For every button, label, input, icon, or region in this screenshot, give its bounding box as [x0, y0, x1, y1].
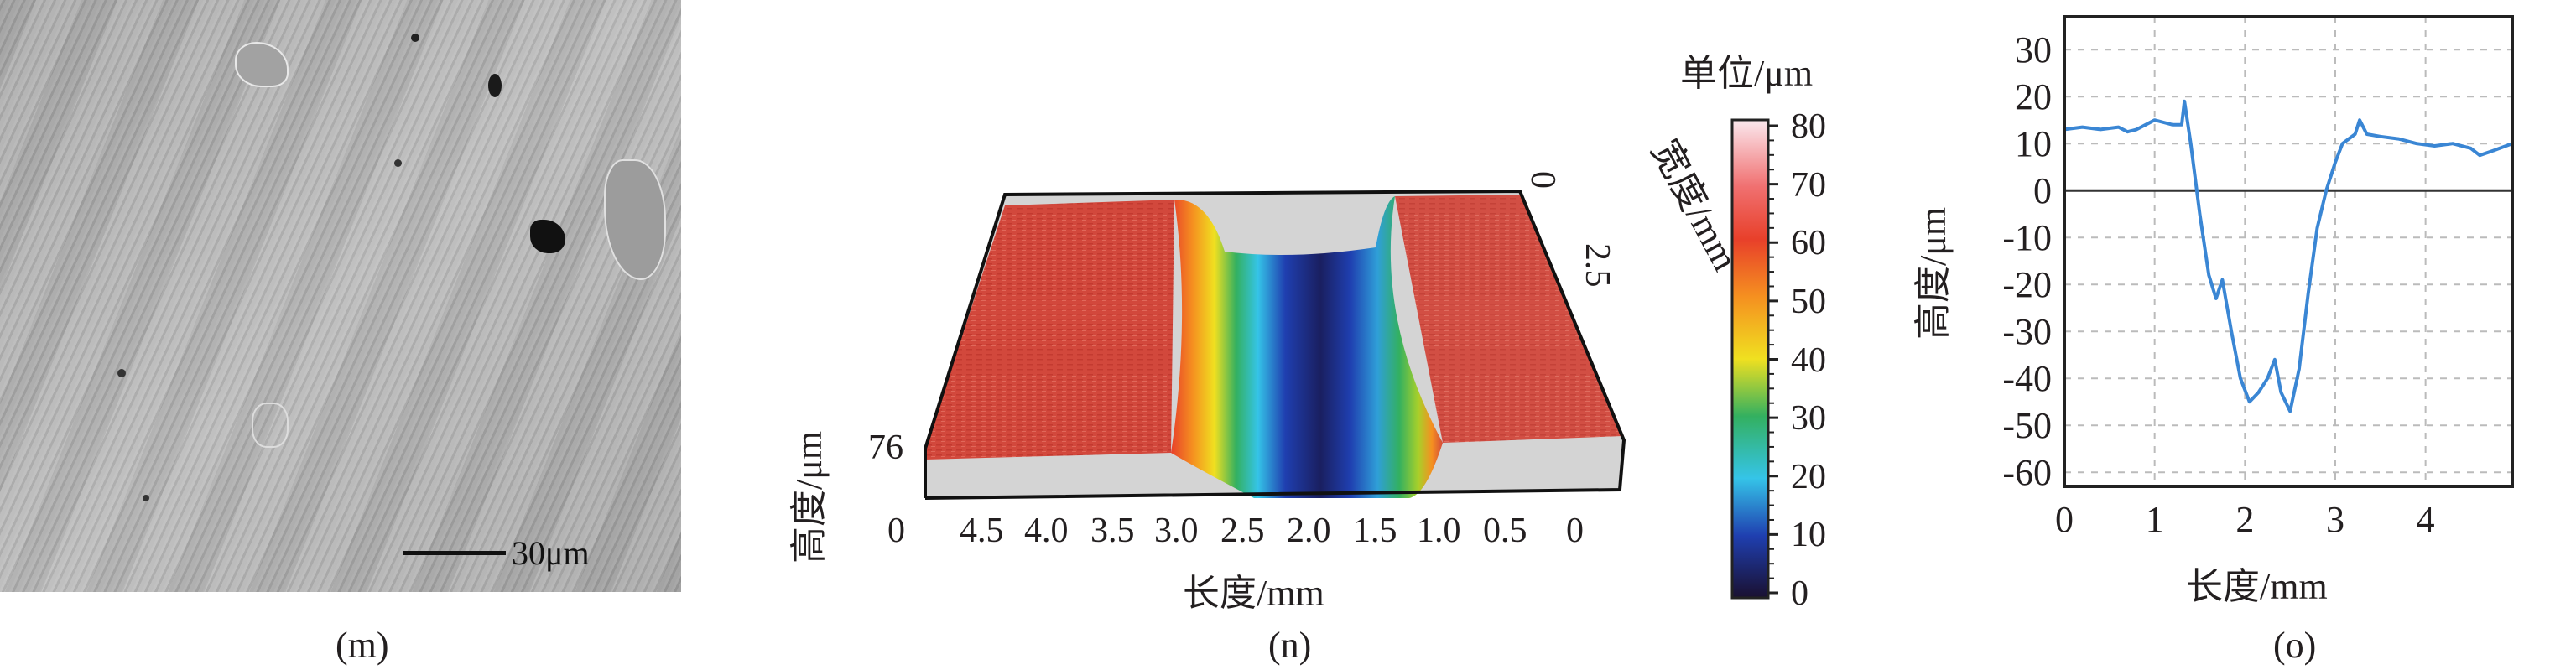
y-axis-label-o: 高度/μm [1912, 206, 1954, 340]
surface-feature [235, 42, 289, 87]
y-tick-label-o: -50 [2002, 405, 2052, 447]
defect-pit [488, 74, 502, 97]
colorbar-tick-label: 0 [1791, 574, 1808, 613]
z-tick-76: 76 [868, 428, 903, 467]
x-tick-label-n: 1.0 [1417, 512, 1461, 550]
surface-trough [1171, 196, 1443, 498]
defect-pit [530, 220, 565, 253]
colorbar-tick-label: 50 [1791, 282, 1826, 321]
x-tick-label-n: 0.5 [1483, 512, 1527, 550]
z-tick-0: 0 [887, 512, 905, 550]
profile-line [2063, 99, 2513, 413]
x-tick-label-n: 4.5 [960, 512, 1004, 550]
defect-pit [143, 495, 149, 501]
y-tick-label-o: -60 [2002, 452, 2052, 494]
y-tick-label-o: -40 [2002, 358, 2052, 400]
plot-box-edge [924, 189, 1626, 500]
panel-label-n: (n) [1268, 625, 1312, 666]
surface-plateau-left [925, 200, 1174, 460]
x-tick-label-n: 4.0 [1024, 512, 1069, 550]
x-tick-label-o: 0 [2055, 499, 2074, 540]
y-tick-0: 0 [1523, 171, 1562, 189]
panel-label-o: (o) [2273, 625, 2317, 666]
x-tick-label-n: 1.5 [1353, 512, 1397, 550]
x-tick-label-o: 3 [2325, 499, 2344, 540]
x-tick-label-o: 2 [2235, 499, 2255, 540]
y-tick-label-o: 10 [2015, 123, 2052, 165]
scale-bar [403, 551, 506, 555]
x-axis-label-o: 长度/mm [2186, 566, 2328, 607]
colorbar-tick-label: 20 [1791, 457, 1826, 496]
x-tick-label-n: 2.0 [1287, 512, 1331, 550]
colorbar-tick-label: 60 [1791, 224, 1826, 263]
colorbar-tick-label: 10 [1791, 516, 1826, 555]
colorbar-tick-label: 40 [1791, 340, 1826, 380]
defect-pit [411, 34, 419, 42]
x-tick-label-o: 1 [2145, 499, 2164, 540]
micrograph-image: 30μm [0, 0, 681, 592]
y-tick-label-o: -30 [2002, 311, 2052, 353]
colorbar-tick-label: 30 [1791, 399, 1826, 439]
surface-feature [252, 403, 289, 448]
surface-feature [604, 159, 666, 280]
x-tick-label-n: 0 [1566, 512, 1584, 550]
y-tick-label-o: -10 [2002, 217, 2052, 259]
colorbar-title: 单位/μm [1680, 53, 1814, 94]
x-tick-label-n: 3.0 [1154, 512, 1199, 550]
y-tick-label-o: 0 [2033, 170, 2052, 212]
y-tick-2-5: 2.5 [1578, 243, 1616, 288]
panel-label-m: (m) [336, 625, 389, 666]
surface-plateau-right [1395, 195, 1624, 443]
y-tick-label-o: 20 [2015, 76, 2052, 118]
x-tick-label-n: 2.5 [1220, 512, 1265, 550]
defect-pit [117, 369, 126, 377]
scale-bar-label: 30μm [512, 534, 590, 572]
x-axis-label-n: 长度/mm [1183, 573, 1324, 614]
y-tick-label-o: -20 [2002, 264, 2052, 306]
colorbar-tick-label: 70 [1791, 165, 1826, 205]
y-tick-label-o: 30 [2015, 29, 2052, 71]
x-tick-label-n: 3.5 [1090, 512, 1135, 550]
colorbar-tick-label: 80 [1791, 107, 1826, 146]
colorbar [1730, 118, 1770, 600]
defect-pit [394, 159, 402, 167]
x-tick-label-o: 4 [2416, 499, 2435, 540]
plot-frame [2063, 15, 2514, 488]
z-axis-label: 高度/μm [788, 430, 830, 564]
